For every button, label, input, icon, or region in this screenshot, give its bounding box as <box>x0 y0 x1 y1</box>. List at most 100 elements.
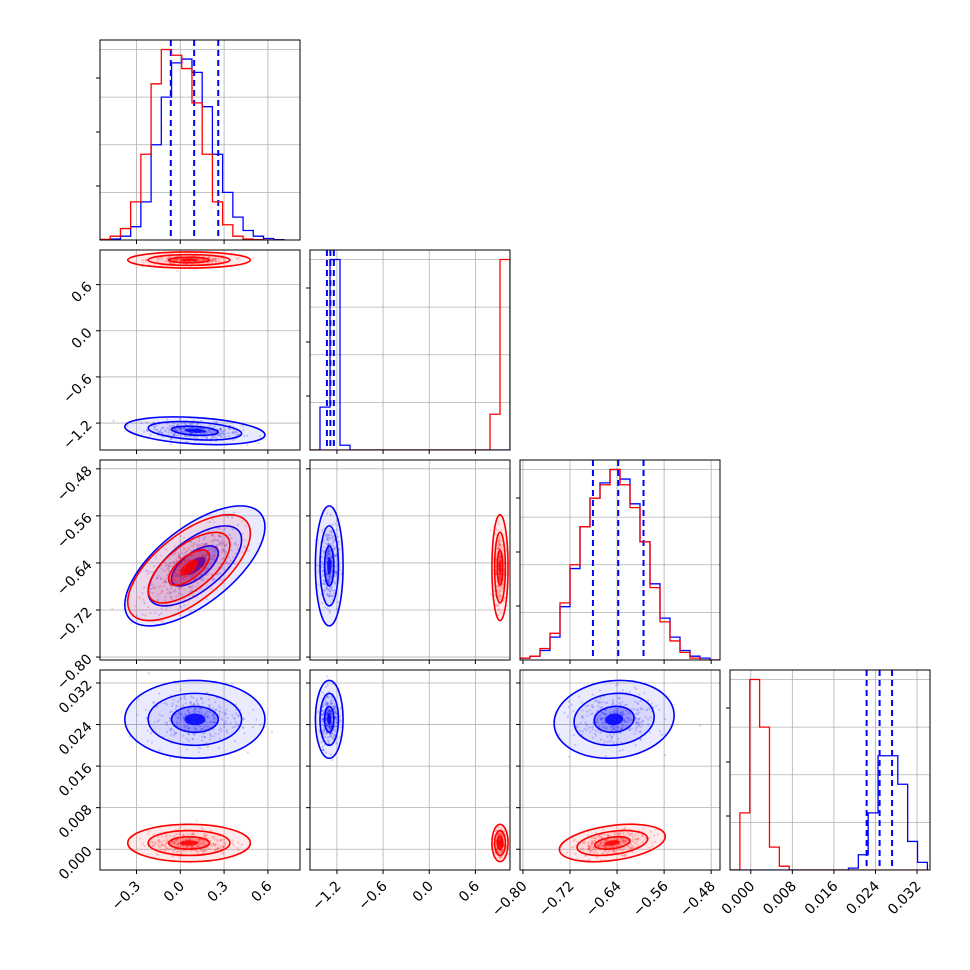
blue-sample-point <box>328 735 331 738</box>
red-sample-point <box>223 841 227 844</box>
red-sample-point <box>231 842 234 845</box>
red-sample-point <box>214 849 217 852</box>
red-contour-1 <box>167 549 211 587</box>
blue-sample-point <box>620 741 623 744</box>
red-sample-point <box>151 592 154 595</box>
red-sample-point <box>150 840 154 844</box>
red-sample-point <box>162 569 165 572</box>
blue-sample-point <box>209 721 212 724</box>
blue-sample-point <box>328 588 331 591</box>
red-sample-point <box>497 544 500 548</box>
blue-sample-point <box>329 554 333 558</box>
red-sample-point <box>171 574 175 577</box>
blue-sample-point <box>137 698 140 701</box>
blue-histogram-3 <box>730 755 929 870</box>
blue-sample-point <box>153 426 156 429</box>
blue-sample-point <box>205 691 209 694</box>
blue-sample-point <box>325 704 329 707</box>
blue-sample-point <box>146 739 150 742</box>
blue-sample-point <box>232 511 235 514</box>
blue-sample-point <box>332 535 335 538</box>
red-sample-point <box>498 547 501 550</box>
blue-sample-point <box>638 731 641 734</box>
blue-sample-point <box>251 726 255 729</box>
blue-sample-point <box>620 713 624 716</box>
red-sample-point <box>498 831 501 834</box>
red-sample-point <box>159 554 162 557</box>
red-sample-point <box>496 849 499 852</box>
blue-sample-point <box>183 434 186 437</box>
blue-sample-point <box>326 552 330 555</box>
blue-sample-point <box>212 717 215 720</box>
blue-sample-point <box>322 727 326 730</box>
blue-sample-point <box>326 739 330 742</box>
panel-frame <box>99 459 301 661</box>
red-sample-point <box>221 846 225 849</box>
blue-sample-point <box>604 709 607 712</box>
red-sample-point <box>214 257 217 260</box>
blue-sample-point <box>328 580 331 583</box>
red-contour-1 <box>496 549 504 587</box>
blue-sample-point <box>327 595 330 598</box>
blue-sample-point <box>648 731 651 734</box>
red-sample-point <box>139 837 142 840</box>
blue-sample-point <box>221 718 224 722</box>
red-sample-point <box>178 833 182 836</box>
red-sample-point <box>213 837 216 840</box>
red-sample-point <box>163 260 166 263</box>
blue-sample-point <box>326 538 329 541</box>
red-sample-point <box>181 837 185 840</box>
blue-sample-point <box>231 431 234 434</box>
blue-sample-point <box>603 712 606 716</box>
red-sample-point <box>161 590 164 593</box>
blue-sample-point <box>605 702 608 705</box>
blue-sample-point <box>164 564 167 567</box>
blue-sample-point <box>623 719 626 722</box>
blue-sample-point <box>334 704 337 707</box>
red-sample-point <box>503 596 506 599</box>
blue-sample-point <box>173 428 176 431</box>
blue-sample-point <box>611 728 615 731</box>
blue-sample-point <box>173 432 176 435</box>
red-sample-point <box>500 856 503 859</box>
blue-sample-point <box>584 721 587 724</box>
blue-sample-point <box>335 724 338 728</box>
blue-sample-point <box>172 422 175 425</box>
red-sample-point <box>200 544 203 548</box>
y-tick-label: −0.56 <box>54 510 96 552</box>
blue-sample-point <box>155 424 158 428</box>
blue-sample-point <box>206 715 209 718</box>
red-sample-point <box>191 845 194 849</box>
blue-sample-point <box>226 515 229 518</box>
blue-sample-point <box>329 753 332 756</box>
red-sample-point <box>500 827 504 830</box>
blue-sample-point <box>154 557 157 560</box>
blue-sample-point <box>177 423 180 426</box>
red-sample-point <box>192 574 195 577</box>
red-sample-point <box>499 557 502 560</box>
red-sample-point <box>176 573 180 576</box>
blue-sample-point <box>230 682 234 686</box>
blue-sample-point <box>221 431 224 434</box>
red-sample-point <box>187 574 190 577</box>
blue-sample-point <box>195 700 198 703</box>
blue-sample-point <box>334 571 337 574</box>
red-sample-point <box>189 832 192 836</box>
red-sample-point <box>161 589 164 592</box>
blue-sample-point <box>190 553 193 557</box>
blue-sample-point <box>228 427 231 431</box>
blue-sample-point <box>186 709 189 712</box>
blue-sample-point <box>325 732 328 735</box>
red-sample-point <box>497 608 501 612</box>
blue-sample-point <box>332 704 335 707</box>
blue-sample-point <box>581 709 584 712</box>
blue-sample-point <box>328 575 332 578</box>
blue-sample-point <box>326 701 329 704</box>
red-sample-point <box>216 847 219 850</box>
blue-sample-point <box>204 542 207 545</box>
blue-sample-point <box>209 735 213 738</box>
blue-sample-point <box>340 573 343 576</box>
red-sample-point <box>199 842 202 846</box>
blue-sample-point <box>145 421 148 424</box>
blue-sample-point <box>186 724 189 727</box>
